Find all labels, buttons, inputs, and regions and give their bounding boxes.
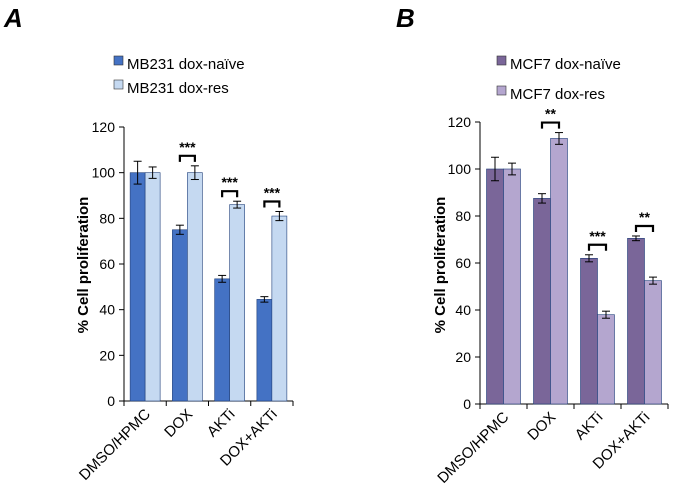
significance-bracket: [587, 243, 608, 251]
bar: [533, 198, 551, 405]
legend-label-b-series-1: MCF7 dox-naïve: [510, 56, 621, 73]
y-tick-label: 120: [92, 119, 116, 135]
y-tick-label: 120: [448, 114, 472, 130]
significance-label: ***: [264, 184, 281, 200]
x-category-label: AKTi: [204, 406, 239, 441]
panel-label-b: B: [396, 3, 415, 33]
legend-swatch-b-1: [496, 55, 507, 66]
legend-label-a-series-2: MB231 dox-res: [127, 80, 229, 97]
bar: [550, 138, 568, 405]
legend-swatch-a-1: [113, 55, 124, 66]
y-tick-label: 80: [455, 208, 471, 224]
bar: [627, 238, 645, 405]
y-tick-label: 60: [99, 256, 115, 272]
y-tick-label: 100: [448, 161, 472, 177]
y-tick-label: 60: [455, 255, 471, 271]
bar: [597, 314, 615, 405]
legend-swatch-b-2: [496, 85, 507, 96]
x-category-label: DMSO/HPMC: [76, 406, 154, 484]
legend-swatch-a-2: [113, 79, 124, 90]
significance-bracket: [221, 190, 239, 198]
bar: [187, 172, 203, 402]
y-tick-label: 100: [92, 165, 116, 181]
y-tick-label: 0: [107, 393, 115, 409]
bar: [644, 280, 662, 405]
panel-label-a: A: [3, 3, 23, 33]
bar: [144, 172, 161, 402]
chart-b: 020406080100120DMSO/HPMC**DOX***AKTi**DO…: [434, 55, 669, 487]
bar: [229, 204, 245, 402]
legend-label-b-series-2: MCF7 dox-res: [510, 86, 605, 103]
bar: [214, 278, 230, 402]
bar: [172, 229, 188, 402]
x-category-label: DMSO/HPMC: [434, 409, 512, 487]
y-axis-title-b: % Cell proliferation: [432, 197, 449, 334]
bar: [580, 257, 598, 405]
significance-label: ***: [179, 139, 196, 155]
significance-label: **: [639, 209, 650, 225]
y-tick-label: 20: [455, 349, 471, 365]
bar: [129, 172, 146, 402]
y-tick-label: 40: [99, 302, 115, 318]
bar: [256, 299, 273, 402]
bar: [486, 168, 504, 405]
y-tick-label: 80: [99, 210, 115, 226]
y-tick-label: 20: [99, 347, 115, 363]
significance-bracket: [634, 224, 655, 232]
significance-label: ***: [221, 174, 238, 190]
y-axis-title-a: % Cell proliferation: [75, 197, 92, 334]
chart-a: 0 20 40 60 80 100 120 DMSO/HPMC *** DOX *** AKTi ***…: [76, 55, 294, 484]
y-tick-label: 40: [455, 302, 471, 318]
significance-bracket: [263, 200, 281, 208]
significance-label: ***: [589, 228, 606, 244]
y-tick-label: 0: [463, 396, 471, 412]
x-category-label: DOX: [161, 406, 196, 441]
x-category-label: DOX: [524, 409, 559, 444]
significance-label: **: [545, 106, 556, 122]
significance-bracket: [540, 121, 561, 129]
x-category-label: AKTi: [572, 409, 607, 444]
significance-bracket: [178, 154, 196, 162]
legend-label-a-series-1: MB231 dox-naïve: [127, 56, 245, 73]
bar: [503, 168, 521, 405]
bar: [271, 215, 288, 402]
